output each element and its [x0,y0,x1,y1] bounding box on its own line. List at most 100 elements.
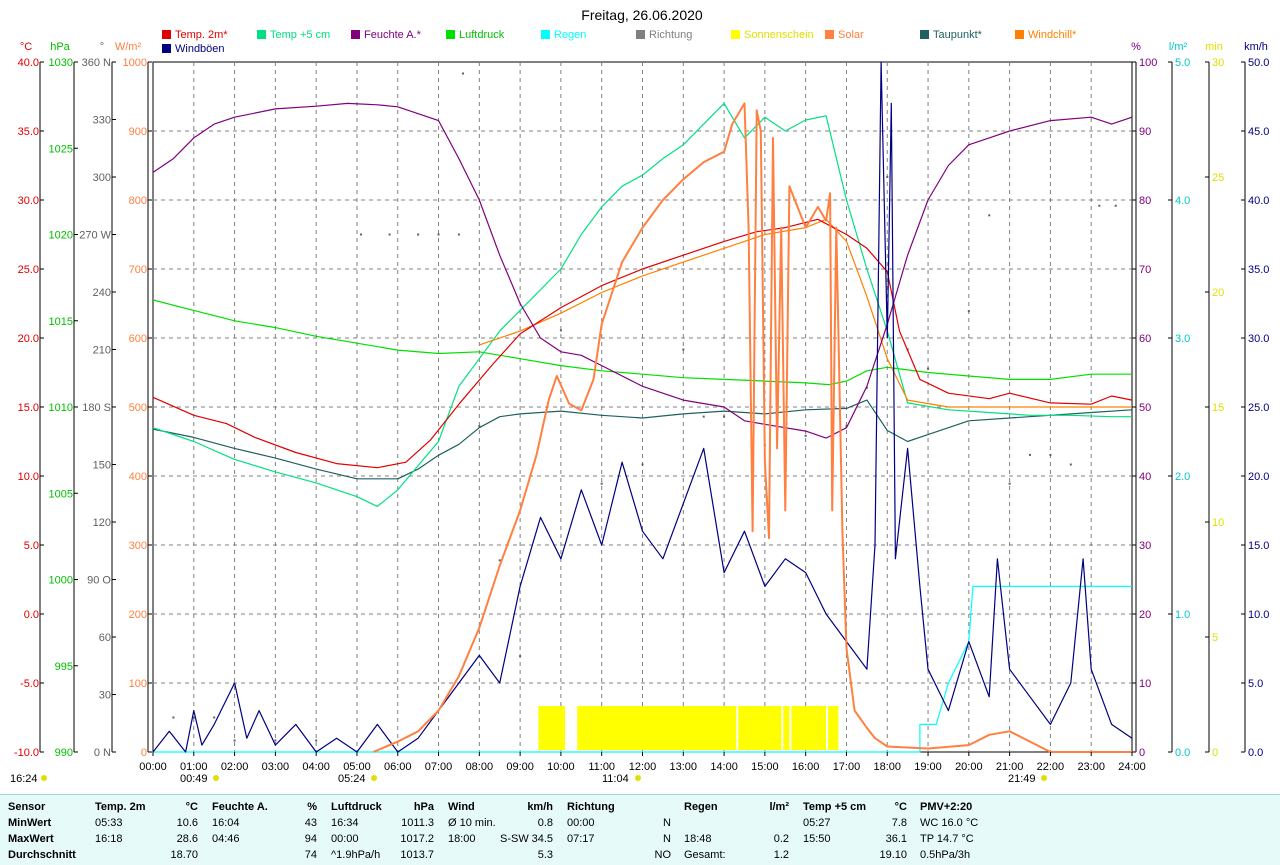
x-tick-label: 05:00 [343,761,371,773]
axis-label-temp: -5.0 [20,678,39,690]
direction-point [498,559,501,562]
stats-luftdruck-min-time: 16:34 [331,817,359,829]
direction-point [1029,453,1032,456]
axis-label-sunshine: 30 [1212,57,1224,69]
axis-label-temp: 35.0 [18,126,39,138]
stats-richtung-avg: NO [654,849,672,861]
stats-temp2m-unit: °C [185,801,198,813]
stats-temp2m-header: Temp. 2m [95,801,146,813]
stats-wind: Wind km/h Ø 10 min. 0.8 18:00 S-SW 34.5 5.3 [448,799,553,863]
axis-label-wind: 15.0 [1248,540,1269,552]
x-tick-label: 22:00 [1037,761,1065,773]
series-line-taupunkt- [152,399,1133,480]
axis-label-wind: 25.0 [1248,402,1269,414]
axis-label-sunshine: 20 [1212,287,1224,299]
axis-label-wind: 40.0 [1248,195,1269,207]
stats-wind-header: Wind [448,801,475,813]
axis-label-humidity: 40 [1139,471,1151,483]
stats-feuchte-avg: 74 [304,849,317,861]
stats-feuchte-min-time: 16:04 [212,817,240,829]
axis-label-wind: 10.0 [1248,609,1269,621]
stats-temp2m-max: 28.6 [176,833,198,845]
chart-title: Freitag, 26.06.2020 [581,7,703,23]
stats-regen: Regen l/m² 18:48 0.2 Gesamt: 1.2 [684,799,789,863]
stats-luftdruck-max: 1017.2 [400,833,434,845]
legend-swatch [825,30,834,39]
axis-label-wind: 35.0 [1248,264,1269,276]
direction-point [1069,463,1072,466]
direction-point [1114,204,1117,207]
direction-point [478,425,481,428]
x-tick-label: 12:00 [629,761,657,773]
stats-richtung-header: Richtung [567,801,615,813]
legend-swatch [636,30,645,39]
unit-pressure: hPa [50,41,70,53]
axis-label-humidity: 100 [1139,57,1157,69]
axis-label-humidity: 50 [1139,402,1151,414]
series-line-temp-2m- [152,218,1133,469]
axis-label-solar: 300 [129,540,147,552]
stats-wind-avg: 5.3 [537,849,553,861]
marker-dot [635,775,641,781]
axis-label-humidity: 70 [1139,264,1151,276]
x-tick-label: 20:00 [955,761,983,773]
stats-feuchte: Feuchte A.% 16:04 43 04:46 94 74 [212,799,317,863]
stats-temp5-max: 36.1 [885,833,907,845]
axis-label-sunshine: 10 [1212,517,1224,529]
axis-units: °C hPa ° W/m² % l/m² min km/h [20,41,1268,53]
sunshine-bar [783,706,790,750]
direction-point [437,233,440,236]
axis-label-direction: 30 [99,690,111,702]
x-tick-label: 14:00 [710,761,738,773]
x-tick-label: 01:00 [180,761,208,773]
axis-label-direction: 90 O [87,575,111,587]
stats-wind-max-time: 18:00 [448,833,476,845]
axis-label-temp: 15.0 [18,402,39,414]
sunshine-bar [577,706,737,750]
plot-area [152,61,1133,753]
axis-label-rain: 0.0 [1175,747,1190,759]
axis-label-humidity: 60 [1139,333,1151,345]
series-line-temp-5-cm [152,102,1132,507]
x-tick-label: 11:00 [588,761,615,773]
stats-feuchte-max-time: 04:46 [212,833,240,845]
stats-regen-header: Regen [684,801,718,813]
axis-label-direction: 120 [93,517,111,529]
x-tick-label: 21:00 [996,761,1024,773]
x-tick-label: 17:00 [833,761,861,773]
direction-point [1098,204,1101,207]
axis-label-direction: 210 [93,345,111,357]
marker-label-wind-min: 00:49 [180,773,208,785]
axis-label-rain: 2.0 [1175,471,1190,483]
axis-label-wind: 5.0 [1248,678,1263,690]
axis-label-direction: 60 [99,632,111,644]
stats-luftdruck-unit: hPa [413,801,434,813]
x-axis: 00:00 01:00 02:00 03:00 04:00 05:00 06:00 07:00… [139,752,1146,773]
axis-label-wind: 30.0 [1248,333,1269,345]
stats-wind-min: 0.8 [537,817,553,829]
x-tick-label: 19:00 [914,761,942,773]
axis-label-solar: 500 [129,402,147,414]
stats-temp2m-avg: 18.70 [170,849,198,861]
stats-feuchte-min: 43 [304,817,317,829]
axis-label-solar: 100 [129,678,147,690]
axis-label-wind: 0.0 [1248,747,1263,759]
legend-label: Temp. 2m* [175,29,228,41]
direction-point [559,329,562,332]
x-tick-label: 03:00 [262,761,290,773]
axis-label-humidity: 20 [1139,609,1151,621]
legend-swatch [257,30,266,39]
stats-pmv-trend: 0.5hPa/3h [920,849,971,861]
x-tick-label: 13:00 [670,761,698,773]
unit-sunshine: min [1205,41,1223,53]
stats-wind-max: 34.5 [531,833,553,845]
direction-point [967,310,970,313]
direction-point [192,716,195,719]
direction-point [417,233,420,236]
sunshine-bar [738,706,782,750]
legend-label: Richtung [649,29,692,41]
stats-feuchte-header: Feuchte A. [212,801,268,813]
axis-label-direction: 150 [93,460,111,472]
axis-label-direction: 240 [93,287,111,299]
axis-label-temp: -10.0 [14,747,39,759]
